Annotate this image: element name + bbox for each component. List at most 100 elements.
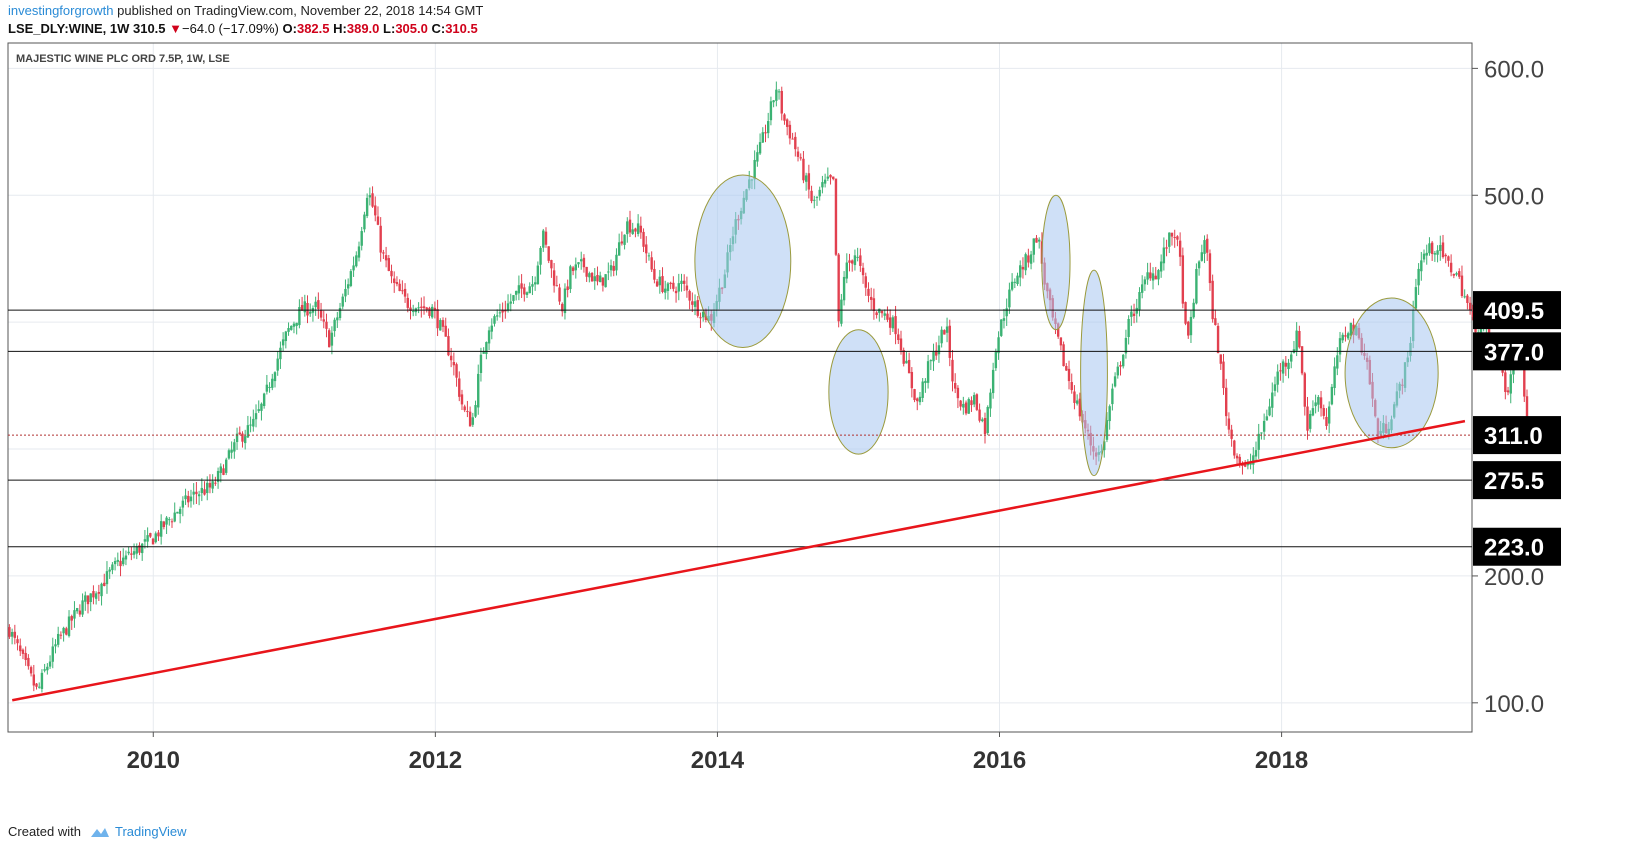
high-value: 389.0 [346, 21, 380, 36]
candle-body [626, 221, 629, 235]
candle-body [235, 433, 239, 443]
candle-body [428, 307, 431, 316]
candle-body [477, 373, 480, 408]
candle-body [303, 301, 306, 313]
author-link[interactable]: investingforgrowth [8, 3, 114, 18]
candle-body [430, 306, 434, 318]
price-level-badge [1473, 332, 1561, 371]
candle-body [89, 593, 92, 603]
candle-body [262, 393, 266, 406]
candle-body [382, 252, 385, 254]
candle-body [764, 132, 767, 134]
candle-body [357, 246, 361, 258]
candle-body [425, 307, 428, 310]
candle-body [1257, 433, 1260, 450]
candle-body [523, 287, 526, 295]
candle-body [1319, 397, 1323, 409]
candle-body [360, 231, 363, 246]
candle-body [672, 282, 675, 289]
symbol-label[interactable]: LSE_DLY:WINE, 1W [8, 21, 130, 36]
candle-body [932, 351, 935, 362]
candle-body [54, 644, 57, 647]
candle-body [918, 396, 922, 403]
candle-body [254, 413, 258, 420]
candle-body [84, 595, 87, 602]
open-value: 382.5 [296, 21, 330, 36]
candle-body [691, 301, 694, 305]
candle-body [257, 409, 260, 412]
candle-body [111, 564, 114, 571]
candle-body [1417, 268, 1420, 286]
candle-body [146, 535, 149, 542]
candle-body [1138, 292, 1141, 310]
x-tick-label: 2016 [973, 747, 1026, 774]
candle-body [891, 317, 895, 329]
candle-body [978, 409, 981, 421]
candle-body [1073, 391, 1076, 403]
candle-body [580, 259, 583, 262]
candle-body [886, 313, 889, 320]
candle-body [628, 219, 632, 233]
high-label: H: [333, 21, 347, 36]
candle-body [1246, 463, 1250, 466]
ohlc-legend: LSE_DLY:WINE, 1W 310.5 ▼−64.0 (−17.09%) … [8, 21, 478, 36]
candle-body [490, 325, 493, 332]
candle-body [1273, 384, 1277, 391]
candle-body [108, 569, 111, 572]
candle-body [685, 285, 689, 291]
candle-body [238, 432, 241, 435]
candle-body [105, 571, 109, 585]
candle-body [547, 246, 550, 261]
x-tick-label: 2014 [691, 747, 745, 774]
candle-body [474, 405, 477, 417]
candle-body [791, 138, 794, 140]
candle-body [173, 512, 176, 522]
candle-body [585, 266, 588, 277]
candle-body [1146, 272, 1149, 280]
candle-body [141, 543, 144, 554]
candle-body [1132, 313, 1136, 316]
candle-body [1165, 247, 1168, 249]
candle-body [593, 276, 596, 282]
candle-body [97, 591, 101, 594]
candle-body [1271, 392, 1274, 408]
candle-body [935, 350, 938, 356]
candle-body [471, 417, 475, 425]
candle-body [582, 257, 586, 268]
candle-body [943, 330, 946, 335]
candle-body [46, 666, 49, 671]
candle-body [1314, 402, 1317, 407]
candle-body [848, 260, 851, 263]
candle-body [176, 511, 179, 514]
candle-body [872, 298, 876, 311]
candle-body [701, 311, 705, 318]
candle-body [1252, 455, 1255, 465]
candle-body [967, 399, 970, 414]
candle-body [1184, 302, 1187, 324]
support-trendline [11, 419, 1466, 702]
candle-body [851, 260, 854, 264]
candle-body [165, 517, 168, 525]
candle-body [230, 449, 233, 453]
candle-body [1281, 361, 1285, 374]
candle-body [32, 674, 36, 686]
candle-body [506, 303, 510, 311]
candle-body [1460, 275, 1464, 296]
candle-body [780, 90, 783, 114]
candle-body [317, 300, 320, 310]
tradingview-link[interactable]: TradingView [114, 824, 187, 839]
candle-body [1140, 284, 1144, 293]
candle-body [260, 403, 263, 411]
candle-body [374, 205, 377, 216]
candle-body [1235, 455, 1239, 459]
candle-body [189, 496, 193, 502]
candle-body [514, 290, 518, 295]
candle-body [975, 394, 979, 410]
candle-body [1168, 232, 1171, 247]
candle-body [945, 326, 949, 333]
candle-body [1322, 408, 1325, 416]
candle-body [1428, 243, 1431, 254]
footer: Created with TradingView [8, 824, 187, 842]
candle-body [555, 285, 559, 287]
